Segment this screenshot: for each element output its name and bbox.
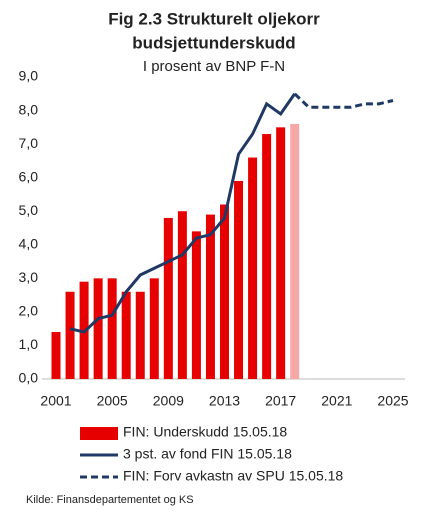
x-tick-label: 2009 [153, 393, 184, 409]
line [69, 92, 296, 334]
bar [177, 211, 187, 379]
bar [65, 291, 75, 379]
y-tick-label: 2,0 [19, 303, 39, 319]
chart-subtitle: I prosent av BNP F-N [143, 58, 285, 75]
x-tick-label: 2017 [265, 393, 296, 409]
bar [262, 134, 272, 379]
bar [107, 278, 117, 379]
y-tick-label: 6,0 [19, 168, 39, 184]
y-tick-label: 5,0 [19, 202, 39, 218]
bar [121, 291, 131, 379]
x-tick-label: 2001 [40, 393, 71, 409]
bar [248, 157, 258, 379]
legend-label: 3 pst. av fond FIN 15.05.18 [123, 446, 292, 462]
x-tick-label: 2005 [97, 393, 128, 409]
y-tick-label: 3,0 [19, 269, 39, 285]
source: Kilde: Finansdepartementet og KS [26, 494, 194, 506]
bar [93, 278, 103, 379]
x-tick-label: 2025 [377, 393, 408, 409]
bar [290, 123, 300, 379]
bar [149, 278, 159, 379]
bar [205, 214, 215, 379]
legend-label: FIN: Forv avkastn av SPU 15.05.18 [123, 468, 343, 484]
bar [276, 127, 286, 379]
y-tick-label: 8,0 [19, 101, 39, 117]
y-tick-label: 7,0 [19, 135, 39, 151]
legend-label: FIN: Underskudd 15.05.18 [123, 424, 287, 440]
bar [220, 204, 229, 379]
x-tick-label: 2013 [209, 393, 240, 409]
chart-title: budsjettunderskudd [132, 33, 295, 52]
y-tick-label: 0,0 [19, 370, 39, 386]
bar [51, 332, 61, 379]
x-tick-label: 2021 [321, 393, 352, 409]
bar [135, 291, 145, 379]
line [293, 92, 394, 109]
y-tick-label: 4,0 [19, 235, 39, 251]
bar [163, 217, 173, 379]
bar [234, 181, 244, 379]
legend-swatch [80, 427, 118, 440]
y-tick-label: 1,0 [19, 336, 39, 352]
bar [191, 231, 201, 379]
y-tick-label: 9,0 [19, 68, 39, 84]
chart-title: Fig 2.3 Strukturelt oljekorr [108, 9, 320, 28]
